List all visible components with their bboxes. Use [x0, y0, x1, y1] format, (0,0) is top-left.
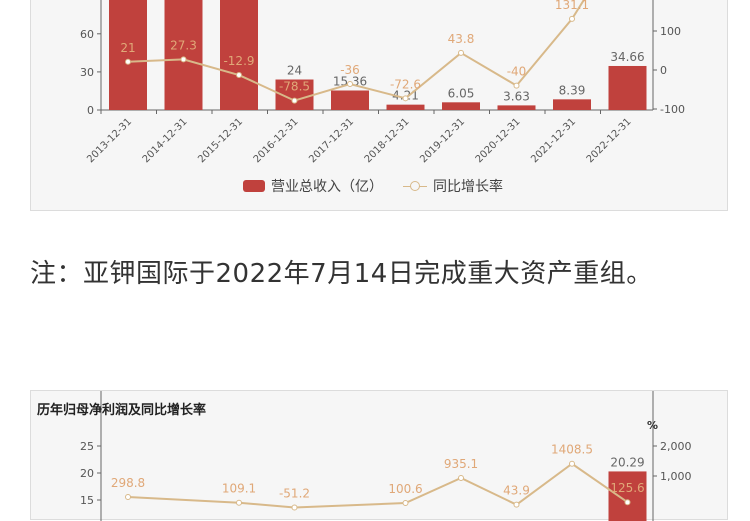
bar-value-label: 3.63	[503, 89, 530, 103]
right-tick-label: 0	[660, 64, 667, 77]
growth-value-label: -51.2	[279, 487, 310, 501]
bar-value-label: 34.66	[610, 50, 644, 64]
growth-value-label: 131.1	[555, 0, 589, 12]
x-tick-label: 2020-12-31	[474, 116, 523, 165]
legend-revenue: 营业总收入（亿）	[271, 179, 383, 195]
growth-value-label: 27.3	[170, 38, 197, 52]
growth-value-label: -12.9	[223, 54, 254, 68]
net-profit-chart: 15 20 25 1,000 2,000% 20.29 298.8 109.1 -51.2 100…	[80, 391, 692, 521]
x-tick-label: 2021-12-31	[529, 116, 578, 165]
bar	[608, 65, 647, 110]
chart-title: 历年归母净利润及同比增长率	[37, 403, 207, 418]
growth-point	[458, 49, 464, 56]
x-tick-label: 2016-12-31	[252, 116, 301, 165]
growth-value-label: 298.8	[111, 476, 145, 490]
growth-value-label: 43.9	[503, 484, 530, 498]
bar-value-label: 6.05	[448, 86, 475, 100]
left-tick-label: 0	[87, 104, 94, 117]
growth-line	[127, 462, 629, 509]
bar-value-label: 8.39	[559, 83, 586, 97]
growth-value-label: 1408.5	[551, 443, 593, 457]
bar	[164, 0, 203, 110]
right-tick-label: 100	[660, 25, 681, 38]
legend-line-swatch	[403, 180, 427, 192]
revenue-chart: 03060-10001002415.364.216.053.638.3934.6…	[80, 0, 685, 165]
bar	[497, 105, 536, 110]
x-tick-label: 2013-12-31	[85, 116, 134, 165]
growth-point	[125, 494, 131, 501]
x-tick-label: 2015-12-31	[196, 116, 245, 165]
net-profit-chart-card: 15 20 25 1,000 2,000% 20.29 298.8 109.1 -51.2 100…	[30, 390, 728, 521]
growth-value-label: 21	[120, 41, 135, 55]
right-tick-label: 1,000	[660, 470, 692, 483]
revenue-chart-card: 03060-10001002415.364.216.053.638.3934.6…	[30, 0, 728, 211]
growth-point	[624, 499, 631, 506]
x-tick-label: 2019-12-31	[418, 116, 467, 165]
x-tick-label: 2022-12-31	[585, 116, 634, 165]
note-text: 注：亚钾国际于2022年7月14日完成重大资产重组。	[30, 259, 653, 289]
growth-point	[569, 460, 575, 467]
bar	[220, 0, 258, 110]
growth-point	[513, 501, 520, 508]
growth-point	[569, 15, 575, 22]
left-tick-label: 25	[80, 440, 94, 453]
x-tick-label: 2017-12-31	[307, 116, 356, 165]
growth-point	[236, 72, 242, 79]
growth-value-label: -36	[340, 63, 360, 77]
growth-point	[458, 474, 464, 481]
growth-value-label: 935.1	[444, 457, 478, 471]
growth-point	[513, 82, 520, 89]
x-tick-label: 2014-12-31	[141, 116, 190, 165]
growth-point	[402, 499, 409, 506]
right-axis-unit: %	[647, 419, 658, 432]
bar	[608, 471, 647, 521]
growth-value-label: 109.1	[222, 482, 256, 496]
growth-point	[180, 56, 187, 63]
growth-value-label: -40	[507, 65, 527, 79]
legend-growth: 同比增长率	[433, 179, 503, 195]
growth-point	[236, 499, 242, 506]
left-tick-label: 20	[80, 467, 94, 480]
right-tick-label: -100	[660, 103, 685, 116]
growth-value-label: 125.6	[610, 481, 644, 495]
left-tick-label: 15	[80, 494, 94, 507]
x-tick-label: 2018-12-31	[363, 116, 412, 165]
bar	[386, 104, 425, 110]
growth-value-label: 100.6	[388, 482, 422, 496]
left-tick-label: 60	[80, 28, 94, 41]
growth-point	[291, 97, 298, 104]
bar-value-label: 24	[287, 64, 302, 78]
bar	[442, 102, 480, 110]
growth-value-label: -72.6	[390, 77, 421, 91]
growth-line	[127, 0, 586, 102]
legend-bar-swatch	[243, 180, 265, 192]
growth-point	[347, 81, 353, 88]
growth-point	[402, 95, 409, 102]
growth-point	[291, 504, 298, 511]
growth-point	[125, 58, 131, 65]
left-tick-label: 30	[80, 66, 94, 79]
growth-value-label: -78.5	[279, 80, 310, 94]
bar-value-label: 20.29	[610, 455, 644, 469]
chart-legend: 营业总收入（亿） 同比增长率	[243, 176, 503, 196]
growth-value-label: 43.8	[448, 32, 475, 46]
right-tick-label: 2,000	[660, 440, 692, 453]
bar	[331, 90, 369, 110]
bar	[553, 99, 591, 110]
bar	[109, 0, 147, 110]
